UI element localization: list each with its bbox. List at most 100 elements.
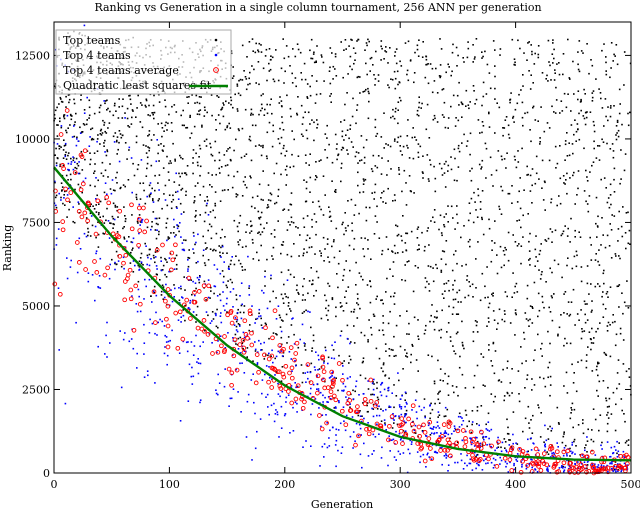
point-top-teams <box>528 70 530 72</box>
point-top-4-teams <box>280 427 283 429</box>
point-top-4-average <box>319 426 325 432</box>
point-top-teams <box>260 244 262 247</box>
point-top-teams <box>605 397 607 400</box>
point-top-teams <box>539 143 541 145</box>
point-top-teams <box>65 158 68 160</box>
point-top-4-teams <box>400 413 403 416</box>
point-top-teams <box>107 176 109 178</box>
point-top-4-teams <box>402 452 405 454</box>
point-top-teams <box>429 412 432 415</box>
point-top-4-teams <box>413 429 416 432</box>
point-top-teams <box>350 310 353 313</box>
point-top-teams <box>584 123 587 126</box>
point-top-teams <box>528 259 530 261</box>
point-top-teams <box>443 172 446 174</box>
point-top-4-average <box>470 439 475 445</box>
point-top-teams <box>504 246 506 249</box>
point-top-teams <box>551 105 553 108</box>
point-top-teams <box>466 56 469 59</box>
point-top-teams <box>365 206 367 209</box>
point-top-4-teams <box>237 391 239 393</box>
point-top-teams <box>628 229 631 232</box>
point-top-teams <box>356 40 358 42</box>
point-top-teams <box>524 312 527 314</box>
point-top-teams <box>235 325 238 328</box>
point-top-teams <box>494 75 496 78</box>
point-top-teams <box>95 236 97 239</box>
point-top-teams <box>605 399 608 402</box>
point-top-teams <box>521 362 523 365</box>
point-top-4-teams <box>227 267 230 270</box>
point-top-teams <box>374 84 376 86</box>
point-top-teams <box>124 220 127 223</box>
point-top-teams <box>412 127 414 129</box>
point-top-teams <box>566 342 568 345</box>
point-top-teams <box>448 289 450 292</box>
point-top-4-teams <box>288 351 291 353</box>
point-top-teams <box>248 77 250 80</box>
point-top-teams <box>157 182 159 184</box>
point-top-teams <box>474 201 476 203</box>
point-top-teams <box>494 98 496 100</box>
point-top-teams <box>432 280 435 283</box>
point-top-teams <box>601 138 603 141</box>
point-top-teams <box>277 220 279 222</box>
point-top-4-teams <box>407 448 410 451</box>
point-top-teams <box>347 286 350 288</box>
point-top-4-teams <box>314 369 317 371</box>
point-top-teams <box>497 322 499 325</box>
point-top-4-teams <box>437 425 439 427</box>
point-top-teams <box>409 190 412 192</box>
point-top-4-average <box>439 433 445 439</box>
point-top-teams <box>500 155 503 158</box>
point-top-teams <box>589 338 592 340</box>
point-top-teams <box>168 113 170 116</box>
point-top-teams <box>311 57 314 60</box>
point-top-teams <box>391 250 393 252</box>
point-top-teams <box>543 130 546 133</box>
point-top-teams <box>331 297 334 299</box>
point-top-teams <box>503 438 506 440</box>
point-top-teams <box>198 144 201 147</box>
point-top-4-teams <box>95 177 97 179</box>
point-top-4-teams <box>372 388 375 391</box>
point-top-teams <box>283 57 286 60</box>
point-top-teams <box>242 180 245 183</box>
point-top-teams <box>512 272 514 274</box>
point-top-4-average <box>277 343 283 348</box>
point-top-4-teams <box>339 334 342 337</box>
point-top-teams <box>301 312 304 314</box>
point-top-teams <box>61 101 64 103</box>
point-top-teams <box>417 319 419 321</box>
point-top-teams <box>275 297 277 299</box>
point-top-teams <box>130 103 132 105</box>
point-top-4-teams <box>436 452 439 454</box>
point-top-4-teams <box>301 391 303 394</box>
point-top-4-teams <box>192 354 195 356</box>
point-top-teams <box>226 125 229 127</box>
point-top-4-teams <box>176 207 178 209</box>
point-top-4-teams <box>346 399 349 401</box>
point-top-teams <box>204 264 207 267</box>
point-top-teams <box>614 253 617 255</box>
point-top-teams <box>280 100 283 102</box>
point-top-teams <box>341 362 344 365</box>
point-top-teams <box>424 415 426 417</box>
point-top-teams <box>375 298 377 300</box>
point-top-4-average <box>494 464 500 469</box>
point-top-teams <box>360 275 362 278</box>
point-top-teams <box>438 228 440 231</box>
point-top-teams <box>132 110 134 112</box>
point-top-teams <box>475 98 478 101</box>
point-top-teams <box>590 59 592 61</box>
point-top-teams <box>406 261 409 263</box>
point-top-teams <box>396 225 399 228</box>
point-top-teams <box>105 154 108 157</box>
point-top-4-teams <box>70 161 73 163</box>
point-top-teams <box>551 271 553 274</box>
point-top-teams <box>430 402 432 405</box>
point-top-4-teams <box>606 464 608 467</box>
point-top-teams <box>406 144 408 147</box>
point-top-4-teams <box>427 424 430 427</box>
point-top-teams <box>585 366 588 369</box>
